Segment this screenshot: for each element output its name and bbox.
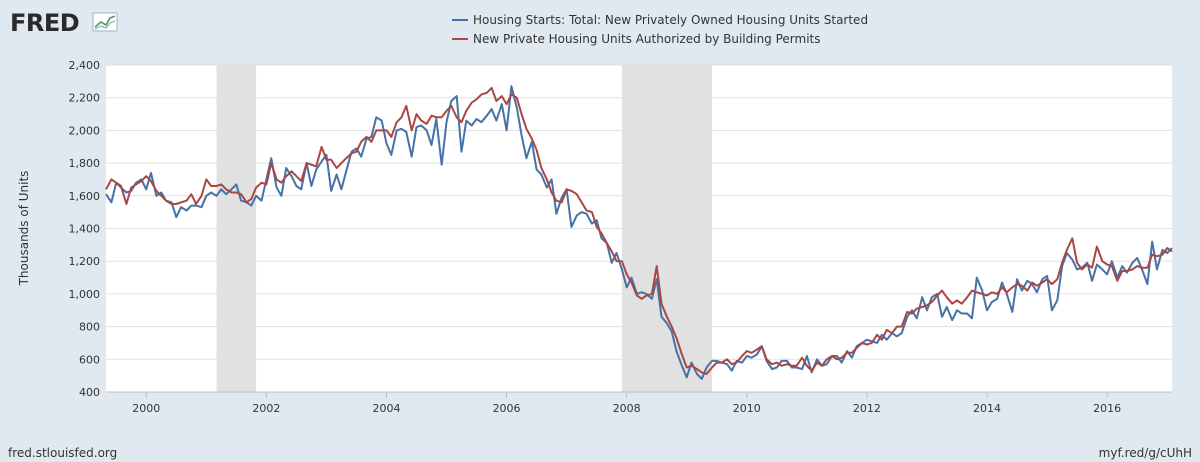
x-tick-label-2014: 2014	[973, 402, 1001, 415]
series-line-building-permits[interactable]	[105, 86, 1173, 375]
series-lines	[105, 85, 1173, 380]
fred-logo[interactable]: FRED	[10, 9, 118, 37]
y-tick-label-2200: 2,200	[69, 92, 101, 105]
y-axis: 400 600 800 1,000 1,200 1,400 1,600 1,800 2,000 2…	[69, 59, 101, 399]
y-axis-title: Thousands of Units	[17, 171, 31, 287]
legend-label-building-permits: New Private Housing Units Authorized by …	[473, 32, 821, 46]
logo-chart-icon	[92, 12, 118, 32]
y-tick-label-2000: 2,000	[69, 124, 101, 137]
source-link[interactable]: fred.stlouisfed.org	[8, 446, 117, 460]
y-tick-label-1600: 1,600	[69, 190, 101, 203]
legend-item-building-permits[interactable]: New Private Housing Units Authorized by …	[452, 32, 821, 46]
x-tick-label-2016: 2016	[1093, 402, 1121, 415]
y-tick-label-1200: 1,200	[69, 255, 101, 268]
x-tick-label-2002: 2002	[252, 402, 280, 415]
y-tick-label-800: 800	[79, 321, 100, 334]
x-axis: 2000 2002 2004 2006 2008 2010 2012 2014 2016	[106, 391, 1172, 415]
series-line-housing-starts[interactable]	[105, 85, 1173, 380]
x-tick-label-2010: 2010	[733, 402, 761, 415]
x-tick-label-2000: 2000	[132, 402, 160, 415]
y-tick-label-1000: 1,000	[69, 288, 101, 301]
legend-label-housing-starts: Housing Starts: Total: New Privately Own…	[473, 13, 868, 27]
x-tick-label-2012: 2012	[853, 402, 881, 415]
short-url-link[interactable]: myf.red/g/cUhH	[1099, 446, 1192, 460]
legend-item-housing-starts[interactable]: Housing Starts: Total: New Privately Own…	[452, 13, 868, 27]
fred-logo-text: FRED	[10, 9, 79, 37]
y-tick-label-2400: 2,400	[69, 59, 101, 72]
x-tick-label-2006: 2006	[493, 402, 521, 415]
legend: Housing Starts: Total: New Privately Own…	[452, 13, 868, 46]
x-tick-label-2008: 2008	[613, 402, 641, 415]
y-tick-label-1400: 1,400	[69, 223, 101, 236]
y-tick-label-600: 600	[79, 353, 100, 366]
x-tick-label-2004: 2004	[372, 402, 400, 415]
y-tick-label-400: 400	[79, 386, 100, 399]
y-tick-label-1800: 1,800	[69, 157, 101, 170]
